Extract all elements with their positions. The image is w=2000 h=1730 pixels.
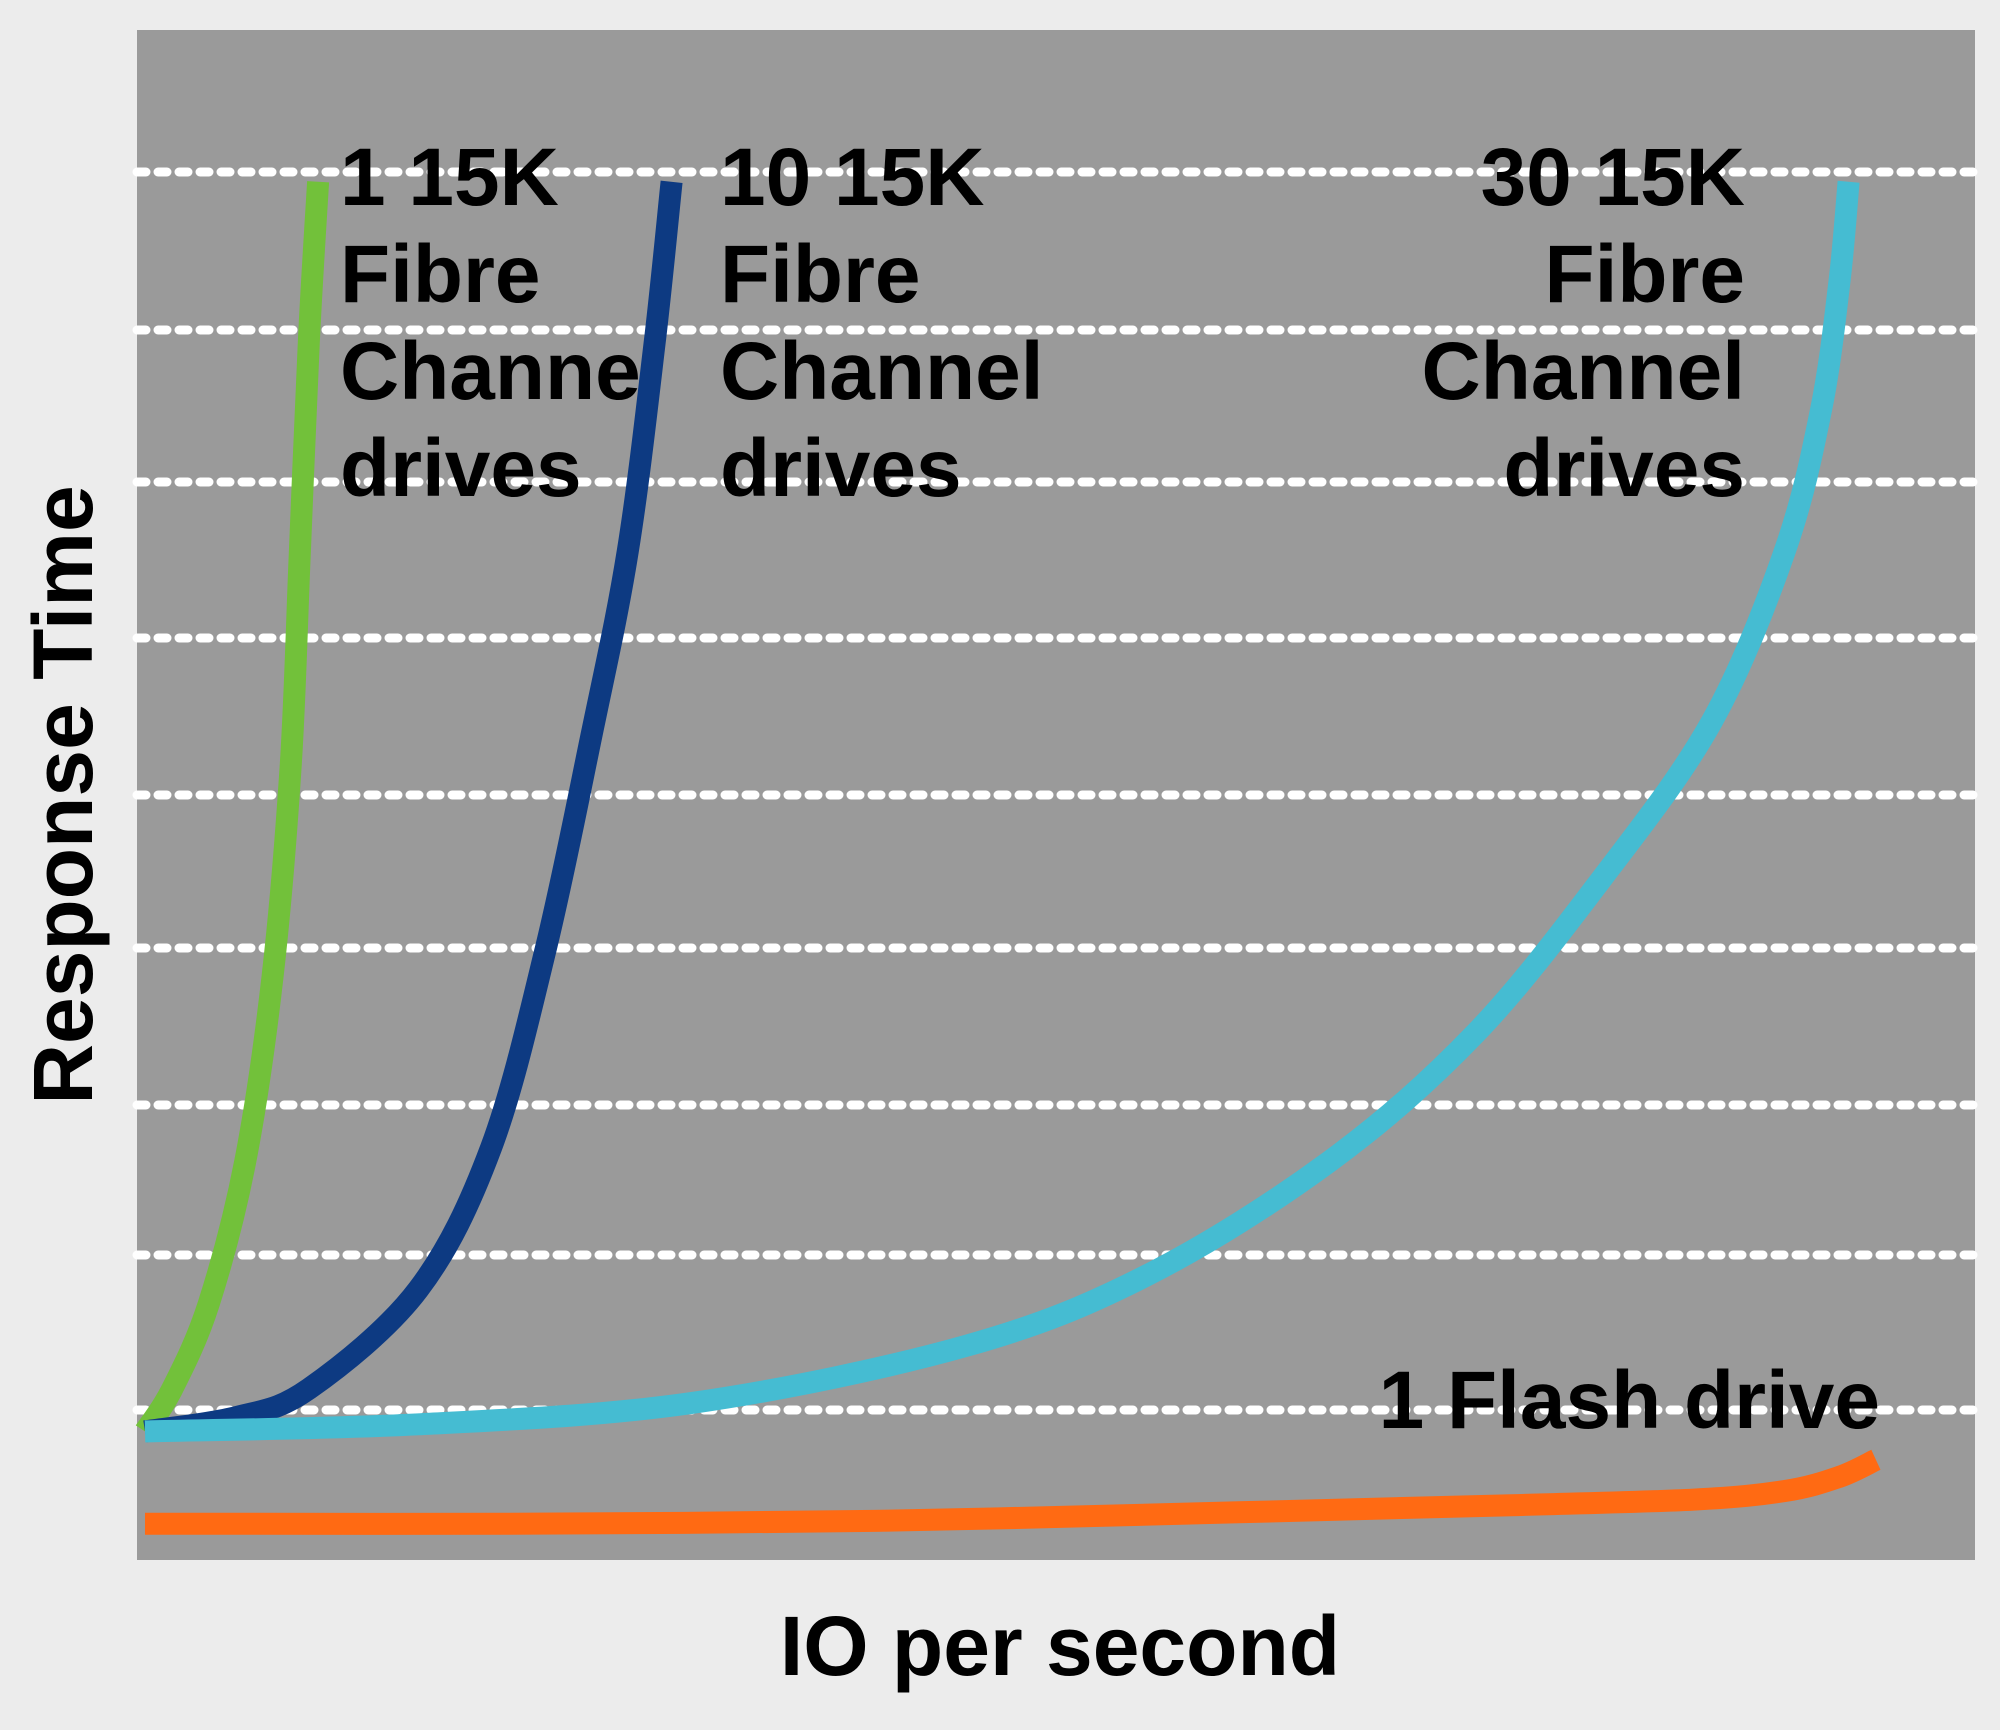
series-line-4: [144, 1449, 1881, 1535]
series-label-line: Channel: [720, 326, 1043, 417]
series-label-line: drives: [720, 423, 962, 514]
series-label-line: drives: [340, 423, 582, 514]
series-lines: [135, 180, 1881, 1535]
series-label-3: 30 15K Fibre Channel drives: [1422, 132, 1745, 514]
series-label-line: Fibre: [340, 229, 540, 320]
series-label-line: 1 15K: [340, 132, 559, 223]
x-axis-label: IO per second: [780, 1599, 1340, 1693]
series-label-4: 1 Flash drive: [1379, 1355, 1880, 1446]
series-label-line: Channel: [1422, 326, 1745, 417]
series-line-3: [144, 180, 1860, 1443]
series-label-line: Channe: [340, 326, 641, 417]
series-line-1: [135, 181, 330, 1438]
series-label-line: 1 Flash drive: [1379, 1355, 1880, 1446]
series-label-line: Fibre: [1545, 229, 1745, 320]
series-label-line: 10 15K: [720, 132, 984, 223]
series-line-2: [143, 180, 683, 1443]
series-label-line: drives: [1503, 423, 1745, 514]
series-label-1: 1 15K Fibre Channe drives: [340, 132, 641, 514]
y-axis-label: Response Time: [16, 485, 110, 1104]
series-label-line: 30 15K: [1481, 132, 1745, 223]
series-label-line: Fibre: [720, 229, 920, 320]
series-label-2: 10 15K Fibre Channel drives: [720, 132, 1043, 514]
